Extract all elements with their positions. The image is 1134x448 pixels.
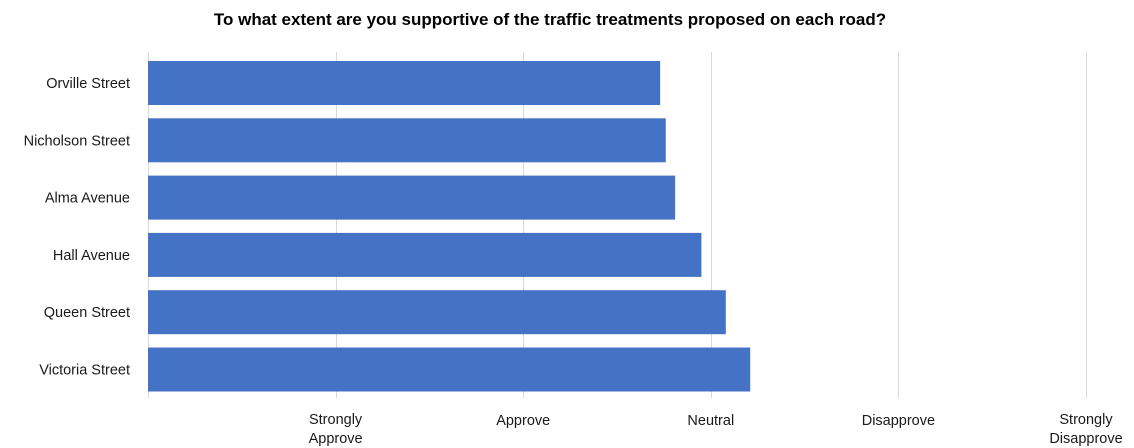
category-label: Alma Avenue: [45, 191, 130, 207]
bars: [148, 61, 751, 392]
category-labels: Orville Street Nicholson Street Alma Avenu…: [24, 76, 130, 379]
x-tick-label: Disapprove: [862, 413, 935, 429]
x-tick-label: Strongly Disapprove: [1049, 412, 1122, 447]
category-label: Hall Avenue: [53, 248, 130, 264]
bar: [148, 347, 751, 392]
chart-title: To what extent are you supportive of the…: [214, 10, 886, 29]
x-tick-labels: Strongly Approve Approve Neutral Disapprove S…: [309, 412, 1123, 447]
x-tick-label: Strongly Approve: [309, 412, 363, 447]
x-tick-label: Neutral: [687, 413, 734, 429]
bar: [148, 175, 676, 220]
x-tick-label: Approve: [496, 413, 550, 429]
bar: [148, 290, 726, 335]
category-label: Orville Street: [46, 76, 130, 92]
bar: [148, 232, 702, 277]
gridlines: [148, 52, 1087, 398]
bar: [148, 118, 666, 163]
category-label: Victoria Street: [39, 363, 130, 379]
category-label: Nicholson Street: [24, 133, 130, 149]
category-label: Queen Street: [44, 305, 130, 321]
bar: [148, 61, 661, 105]
